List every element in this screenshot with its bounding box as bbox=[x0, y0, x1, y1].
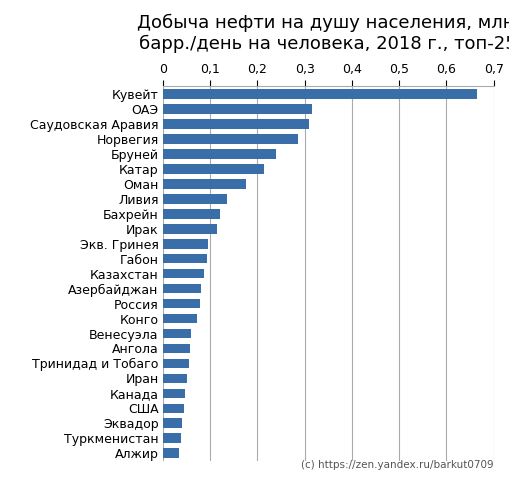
Bar bbox=[163, 433, 181, 443]
Bar bbox=[163, 284, 201, 293]
Bar bbox=[163, 254, 207, 264]
Bar bbox=[163, 194, 227, 204]
Bar bbox=[163, 209, 219, 218]
Bar bbox=[163, 179, 245, 189]
Text: (c) https://zen.yandex.ru/barkut0709: (c) https://zen.yandex.ru/barkut0709 bbox=[301, 460, 494, 470]
Bar bbox=[163, 299, 200, 309]
Bar bbox=[163, 359, 189, 368]
Bar bbox=[163, 89, 477, 99]
Title: Добыча нефти на душу населения, млн.
барр./день на человека, 2018 г., топ-25: Добыча нефти на душу населения, млн. бар… bbox=[137, 14, 509, 53]
Bar bbox=[163, 329, 191, 338]
Bar bbox=[163, 164, 265, 174]
Bar bbox=[163, 344, 190, 353]
Bar bbox=[163, 313, 197, 324]
Bar bbox=[163, 134, 298, 144]
Bar bbox=[163, 119, 309, 129]
Bar bbox=[163, 149, 276, 159]
Bar bbox=[163, 104, 312, 114]
Bar bbox=[163, 373, 187, 384]
Bar bbox=[163, 224, 217, 234]
Bar bbox=[163, 404, 184, 413]
Bar bbox=[163, 239, 208, 249]
Bar bbox=[163, 269, 205, 278]
Bar bbox=[163, 448, 179, 458]
Bar bbox=[163, 419, 182, 428]
Bar bbox=[163, 388, 185, 398]
